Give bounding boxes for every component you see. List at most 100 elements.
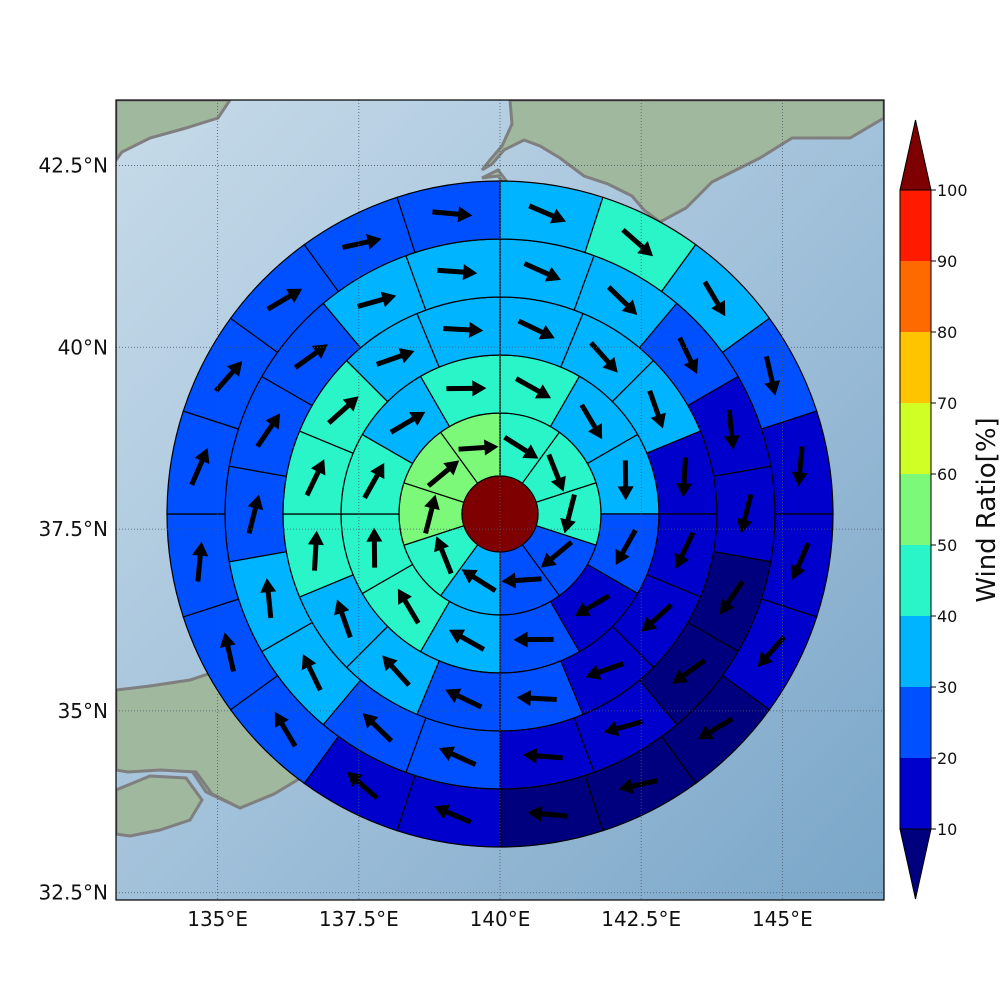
- wind-arrow: [260, 578, 277, 619]
- colorbar-band: [900, 190, 931, 261]
- wind-arrow: [375, 348, 415, 367]
- colorbar-tick-label: 50: [937, 536, 957, 555]
- wind-arrow: [674, 531, 696, 569]
- latitude-tick-labels: 42.5°N 40°N 37.5°N 35°N 32.5°N: [39, 153, 109, 904]
- wind-arrow: [574, 593, 611, 617]
- longitude-tick-label: 140°E: [470, 907, 531, 931]
- wind-arrow: [293, 344, 328, 370]
- wind-arrow: [189, 448, 210, 486]
- wind-arrow: [334, 599, 353, 639]
- latitude-tick-label: 40°N: [58, 335, 108, 359]
- colorbar-frame: [899, 189, 932, 830]
- wind-arrow: [362, 462, 385, 500]
- wind-arrow: [434, 804, 472, 825]
- wind-arrow: [357, 291, 397, 309]
- wind-arrow: [528, 203, 566, 224]
- land-shikoku: [116, 774, 204, 838]
- longitude-tick-label: 135°E: [187, 907, 248, 931]
- wind-arrow: [437, 264, 478, 281]
- colorbar-over-arrow: [899, 119, 932, 191]
- wind-arrow: [697, 716, 734, 740]
- latitude-tick-label: 32.5°N: [39, 881, 109, 905]
- wind-arrow: [501, 572, 542, 589]
- wind-arrow: [516, 690, 557, 707]
- colorbar-band: [900, 332, 931, 403]
- wind-arrow: [255, 413, 281, 448]
- colorbar-tick-label: 30: [937, 678, 957, 697]
- wind-arrow: [461, 569, 497, 593]
- latitude-tick-label: 42.5°N: [39, 153, 109, 177]
- longitude-tick-label: 137.5°E: [319, 907, 399, 931]
- wind-arrow: [560, 494, 577, 534]
- colorbar-band: [900, 403, 931, 474]
- colorbar-tick-label: 70: [937, 394, 957, 413]
- wind-arrow: [677, 336, 699, 374]
- wind-arrow: [527, 805, 568, 822]
- wind-arrow: [397, 588, 421, 625]
- colorbar-tick-label: 90: [937, 252, 957, 271]
- wind-arrow: [304, 459, 326, 497]
- wind-arrow: [513, 631, 554, 648]
- wind-arrow: [266, 288, 303, 312]
- wind-arrow: [362, 713, 394, 743]
- colorbar-title: Wind Ratio[%]: [972, 417, 1000, 602]
- wind-arrow: [579, 403, 603, 440]
- wind-arrow: [307, 530, 324, 571]
- wind-arrow: [341, 233, 382, 250]
- wind-arrow: [606, 285, 638, 315]
- wind-arrow: [346, 771, 379, 800]
- wind-arrow: [736, 494, 754, 534]
- wind-arrow: [246, 494, 264, 534]
- wind-arrow: [503, 435, 539, 459]
- wind-arrow: [621, 228, 654, 257]
- wind-arrow: [676, 457, 693, 498]
- wind-arrow: [672, 658, 707, 684]
- colorbar-band: [900, 758, 931, 829]
- wind-arrow: [589, 341, 618, 373]
- colorbar-tick-label: 60: [937, 465, 957, 484]
- wind-arrow: [617, 460, 634, 501]
- colorbar-tick-label: 40: [937, 607, 957, 626]
- colorbar-band: [900, 687, 931, 758]
- colorbar-band: [900, 545, 931, 616]
- wind-arrow: [301, 654, 323, 692]
- colorbar-band: [900, 616, 931, 687]
- wind-arrow: [446, 380, 487, 397]
- wind-arrow: [434, 536, 454, 575]
- longitude-tick-labels: 135°E 137.5°E 140°E 142.5°E 145°E: [187, 907, 813, 931]
- wind-arrow: [514, 376, 552, 399]
- wind-arrow: [702, 280, 726, 317]
- wind-arrow: [426, 460, 460, 488]
- wind-arrow: [723, 409, 740, 450]
- wind-arrow: [719, 580, 745, 615]
- wind-arrow: [522, 747, 563, 764]
- wind-arrow: [585, 661, 625, 680]
- wind-arrow: [458, 439, 499, 456]
- wind-arrow: [432, 206, 473, 223]
- latitude-tick-label: 37.5°N: [39, 517, 109, 541]
- wind-arrow: [523, 261, 561, 282]
- wind-arrow: [615, 528, 638, 566]
- wind-arrow: [764, 355, 781, 396]
- wind-arrow: [327, 396, 359, 425]
- wind-arrow: [757, 635, 786, 668]
- colorbar: 10 20 30 40 50 60 70 80 90 100 Wind Ratio[%]: [899, 119, 1000, 900]
- wind-arrow: [423, 494, 440, 534]
- colorbar-band: [900, 261, 931, 332]
- latitude-tick-label: 35°N: [58, 699, 108, 723]
- colorbar-tick-label: 80: [937, 323, 957, 342]
- wind-sector-rings: [166, 180, 834, 848]
- wind-arrow: [791, 446, 808, 487]
- longitude-tick-label: 142.5°E: [601, 907, 681, 931]
- wind-arrow: [439, 746, 477, 767]
- wind-arrow: [790, 542, 811, 580]
- colorbar-band: [900, 474, 931, 545]
- wind-arrow: [647, 389, 666, 429]
- longitude-tick-label: 145°E: [752, 907, 813, 931]
- wind-arrow: [214, 360, 243, 393]
- map-frame: [115, 99, 885, 901]
- wind-arrow: [641, 603, 673, 632]
- wind-arrow: [546, 453, 566, 492]
- wind-arrow: [448, 629, 486, 652]
